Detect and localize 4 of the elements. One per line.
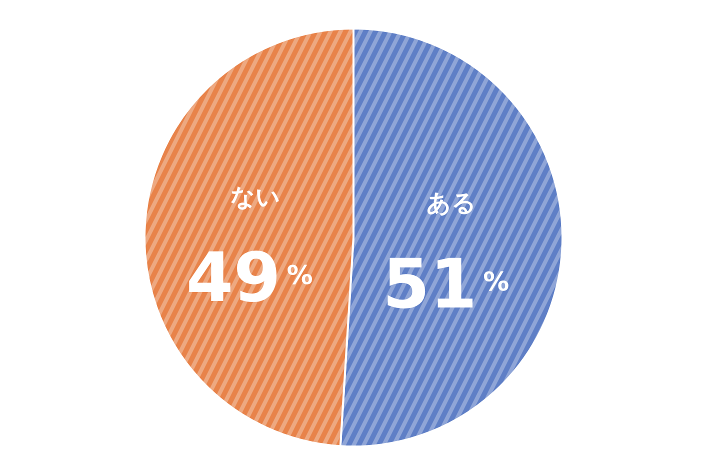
data-label: 49% [186, 239, 313, 318]
slice-label: ある [426, 188, 477, 217]
data-label: 51% [382, 245, 510, 324]
slice-label: ない [230, 182, 280, 211]
